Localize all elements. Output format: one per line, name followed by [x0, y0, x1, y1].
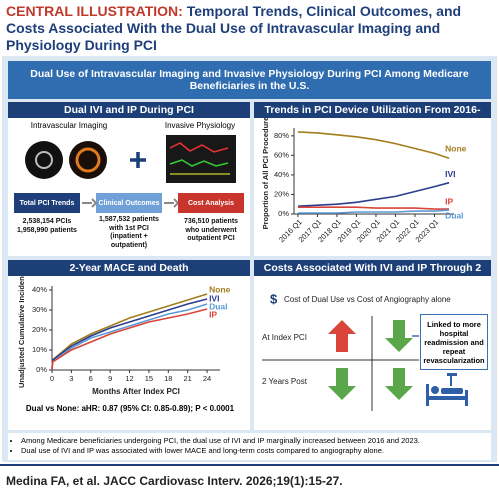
cost-legend: Cost of Dual Use vs Cost of Angiography … — [284, 295, 451, 304]
ivus-image — [25, 141, 63, 179]
x-tick-label: 0 — [50, 374, 54, 383]
mace-chart: 0% 10% 20% 30% 40% 0 3 6 9 12 15 18 21 24 Unadjusted C… — [17, 276, 231, 396]
series-line — [51, 303, 208, 371]
series-line — [297, 181, 450, 207]
series-label: None — [445, 144, 467, 154]
image-label: Intravascular Imaging — [30, 121, 108, 130]
x-tick-label: 21 — [184, 374, 192, 383]
series-label: IVI — [209, 293, 219, 303]
x-tick-label: 15 — [145, 374, 153, 383]
down-arrow — [385, 368, 413, 400]
panel-header: 2-Year MACE and Death — [8, 260, 250, 276]
flow-box: Total PCI Trends — [14, 193, 80, 213]
flow-text: 1,587,532 patients with 1st PCI (inpatie… — [99, 216, 159, 249]
x-tick-label: 3 — [69, 374, 73, 383]
flow-arrows — [82, 198, 178, 208]
y-tick-label: 0% — [278, 209, 289, 218]
panel-header: Dual IVI and IP During PCI — [8, 102, 250, 118]
series-label: IVI — [445, 169, 455, 179]
series-line — [297, 206, 450, 210]
series-line — [297, 131, 450, 160]
ivus-image — [35, 151, 53, 169]
up-arrow — [328, 320, 356, 352]
image-label: Invasive Physiology — [164, 121, 236, 130]
x-tick-label: 18 — [164, 374, 172, 383]
x-tick-label: 24 — [203, 374, 211, 383]
flow-box: Clinical Outcomes — [96, 193, 162, 213]
series-line — [297, 209, 450, 214]
down-arrow — [385, 320, 413, 352]
y-axis-label: Proportion of All PCI Procedures — [261, 118, 270, 229]
header-title: Temporal Trends, Clinical Outcomes, and … — [6, 3, 462, 53]
cost-diagram: $ Cost of Dual Use vs Cost of Angiograph… — [262, 291, 468, 411]
y-tick-label: 10% — [32, 345, 47, 354]
series-label: IP — [445, 196, 453, 206]
panel-header: Trends in PCI Device Utilization From 20… — [254, 102, 491, 132]
series-line — [51, 308, 208, 371]
x-tick-label: 6 — [89, 374, 93, 383]
bullet-list: Among Medicare beneficiaries undergoing … — [12, 436, 487, 456]
y-tick-label: 30% — [32, 305, 47, 314]
x-axis-label: Months After Index PCI — [92, 387, 180, 396]
callout: Linked to more hospital readmission and … — [420, 314, 488, 370]
y-tick-label: 40% — [32, 285, 47, 294]
flow-arrow — [164, 198, 178, 208]
series-label: IP — [209, 309, 217, 319]
mace-panel — [8, 276, 250, 430]
oct-image — [69, 141, 107, 179]
plus-sign — [130, 152, 146, 168]
flow-text: 736,510 patients who underwent outpatien… — [183, 218, 239, 242]
oct-image — [75, 147, 101, 173]
y-tick-label: 20% — [32, 325, 47, 334]
physiology-trace — [169, 142, 229, 153]
flow-text: 2,538,154 PCIs 1,958,990 patients — [17, 218, 77, 234]
header-label: CENTRAL ILLUSTRATION: — [6, 3, 183, 19]
series-label: Dual — [445, 210, 463, 220]
row-label: 2 Years Post — [262, 377, 308, 386]
dollar-sign: $ — [270, 291, 278, 306]
y-tick-label: 80% — [274, 131, 289, 140]
bullet: Dual use of IVI and IP was associated wi… — [21, 446, 487, 456]
series-line — [51, 293, 208, 371]
y-axis-label: Unadjusted Cumulative Incidence — [17, 276, 26, 388]
bed-icon — [426, 373, 468, 406]
row-label: At Index PCI — [262, 333, 307, 342]
header: CENTRAL ILLUSTRATION: Temporal Trends, C… — [6, 3, 494, 54]
physiology-trace — [169, 159, 229, 167]
physiology-screen — [166, 135, 236, 183]
y-tick-label: 40% — [274, 170, 289, 179]
panel-header: Costs Associated With IVI and IP Through… — [254, 260, 491, 290]
y-tick-label: 60% — [274, 150, 289, 159]
banner: Dual Use of Intravascular Imaging and In… — [8, 61, 491, 99]
rule — [0, 464, 499, 466]
series-label: Dual — [209, 301, 227, 311]
bullet: Among Medicare beneficiaries undergoing … — [21, 436, 487, 446]
annotation: Dual vs None: aHR: 0.87 (95% CI: 0.85-0.… — [25, 404, 235, 413]
down-arrow — [328, 368, 356, 400]
series-line — [51, 298, 208, 371]
flow-arrow — [82, 198, 98, 208]
flow-box: Cost Analysis — [178, 193, 244, 213]
series-label: None — [209, 284, 231, 294]
citation: Medina FA, et al. JACC Cardiovasc Interv… — [6, 474, 343, 488]
y-tick-label: 0% — [36, 365, 47, 374]
flow-images — [25, 135, 236, 183]
x-tick-label: 12 — [125, 374, 133, 383]
bullets: Among Medicare beneficiaries undergoing … — [8, 433, 491, 460]
x-tick-label: 9 — [108, 374, 112, 383]
y-tick-label: 20% — [274, 189, 289, 198]
